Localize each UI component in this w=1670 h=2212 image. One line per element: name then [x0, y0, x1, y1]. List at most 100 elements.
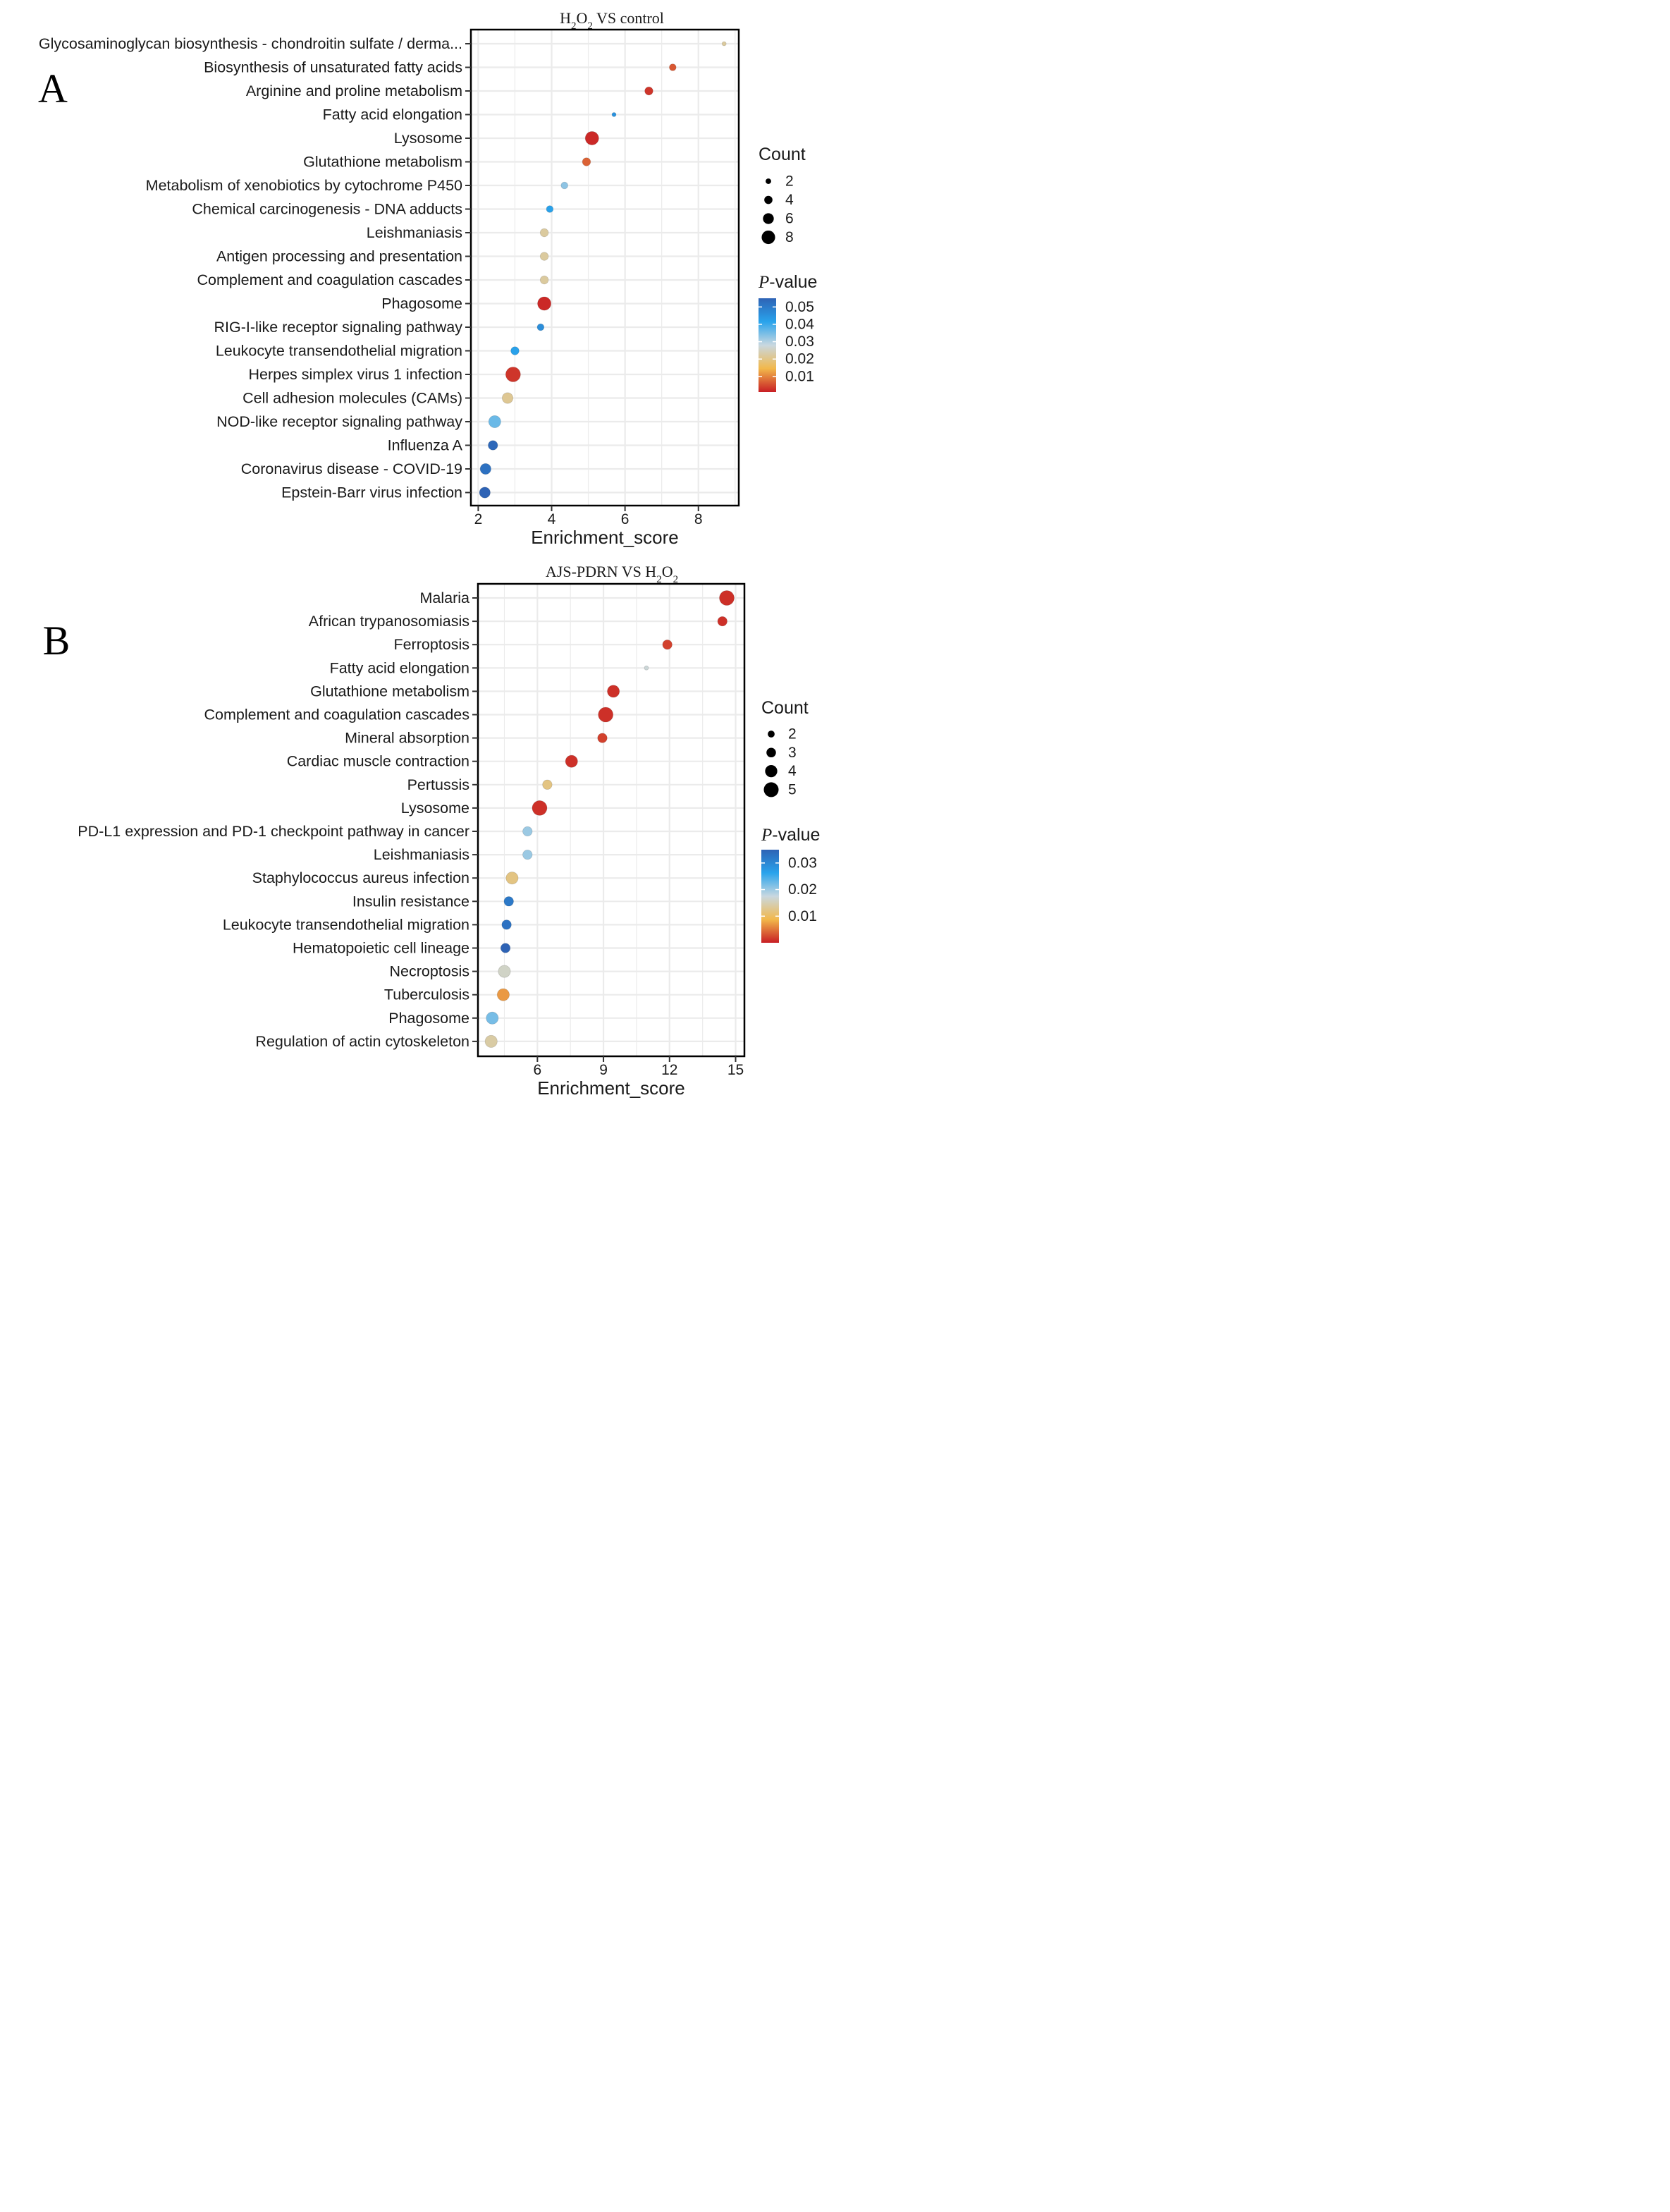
data-points [479, 41, 727, 499]
y-tick-label: Leishmaniasis [374, 846, 469, 863]
x-tick-label: 12 [661, 1062, 677, 1078]
data-point [488, 440, 498, 451]
y-tick-label: Pertussis [407, 776, 469, 793]
size-legend-dot [763, 782, 779, 798]
title-part: H [560, 9, 571, 27]
data-point [719, 590, 735, 606]
size-legend-dot [763, 213, 774, 224]
x-tick-label: 15 [727, 1062, 744, 1078]
y-tick-label: Chemical carcinogenesis - DNA adducts [192, 201, 462, 218]
title-subscript: 2 [571, 20, 577, 32]
y-tick-label: Influenza A [388, 437, 463, 454]
color-legend-title: P-value [761, 825, 820, 845]
data-point [598, 707, 614, 723]
grid [478, 584, 744, 1056]
y-tick-label: Malaria [420, 589, 470, 606]
size-legend-label: 2 [788, 726, 797, 743]
y-tick-label: Mineral absorption [345, 730, 469, 747]
data-point [501, 392, 514, 404]
chart-title: H2O2 VS control [560, 9, 664, 32]
color-bar-label: 0.03 [788, 855, 817, 871]
data-point [501, 919, 512, 930]
data-point [503, 896, 514, 907]
x-tick-label: 8 [694, 511, 703, 527]
y-tick-label: Ferroptosis [393, 636, 469, 653]
title-part: AJS-PDRN VS H [546, 563, 656, 580]
size-legend-dot [761, 230, 775, 245]
color-bar-label: 0.01 [785, 368, 814, 384]
size-legend-label: 2 [785, 173, 794, 190]
size-legend-label: 4 [788, 763, 797, 779]
size-legend-dot [766, 747, 776, 758]
color-bar [759, 298, 776, 392]
data-point [496, 988, 510, 1001]
data-point [486, 1011, 499, 1025]
data-point [644, 86, 653, 96]
y-tick-label: Regulation of actin cytoskeleton [255, 1033, 469, 1050]
size-legend-label: 6 [785, 211, 794, 227]
data-point [539, 252, 549, 261]
y-tick-label: Herpes simplex virus 1 infection [248, 366, 462, 383]
y-tick-label: Hematopoietic cell lineage [293, 940, 469, 957]
y-tick-label: Glycosaminoglycan biosynthesis - chondro… [39, 35, 462, 52]
data-point [542, 779, 553, 790]
size-legend-dot [766, 178, 771, 184]
y-tick-label: Complement and coagulation cascades [204, 707, 469, 723]
size-legend-label: 3 [788, 745, 797, 761]
plot-frame [477, 582, 746, 1058]
y-tick-label: Lysosome [394, 130, 462, 147]
panel-b-chart: Malaria African trypanosomiasis Ferroptosi… [43, 563, 821, 1099]
size-legend-label: 8 [785, 229, 794, 245]
data-point [565, 754, 578, 768]
color-legend: P-value 0.050.04 0.030.020.01 [758, 272, 817, 392]
panel-a-chart: Glycosaminoglycan biosynthesis - chondro… [38, 9, 817, 548]
data-point [611, 112, 617, 117]
y-tick-label: Antigen processing and presentation [216, 248, 462, 265]
size-legend: Count 2 4 6 8 [759, 145, 806, 245]
plot-frame [469, 28, 740, 507]
x-axis-label: Enrichment_score [531, 527, 679, 548]
data-point [488, 415, 501, 429]
y-tick-label: Phagosome [381, 295, 462, 312]
color-bar-label: 0.05 [785, 299, 814, 315]
x-axis-label: Enrichment_score [537, 1077, 685, 1099]
y-tick-label: Glutathione metabolism [310, 683, 469, 699]
color-legend-title-italic: P [758, 273, 769, 292]
y-tick-label: Epstein-Barr virus infection [281, 484, 462, 501]
data-point [539, 275, 549, 285]
color-bar-label: 0.02 [788, 881, 817, 898]
data-point [510, 346, 520, 355]
color-bar [761, 850, 779, 943]
color-legend-title-rest: -value [769, 272, 817, 292]
data-point [539, 228, 549, 238]
size-legend-dot [765, 764, 778, 778]
data-point [644, 665, 649, 671]
title-subscript: 2 [587, 20, 593, 32]
y-tick-label: RIG-I-like receptor signaling pathway [214, 319, 462, 336]
size-legend-title: Count [761, 698, 809, 718]
x-tick-label: 9 [599, 1062, 608, 1078]
data-point [505, 367, 521, 382]
x-tick-label: 6 [621, 511, 630, 527]
data-point [505, 872, 519, 885]
color-bar-label: 0.01 [788, 908, 817, 924]
data-point [607, 685, 620, 698]
data-point [479, 463, 491, 475]
title-subscript: 2 [673, 574, 679, 585]
y-tick-label: PD-L1 expression and PD-1 checkpoint pat… [78, 823, 469, 840]
y-tick-label: Staphylococcus aureus infection [252, 869, 469, 886]
size-legend-dot [764, 195, 773, 204]
title-part: VS control [593, 9, 664, 27]
data-point [500, 943, 511, 953]
data-point [479, 487, 491, 499]
y-tick-label: Leukocyte transendothelial migration [223, 916, 469, 933]
title-part: O [576, 9, 587, 27]
y-tick-label: Lysosome [401, 800, 469, 817]
data-point [522, 849, 533, 860]
title-part: O [662, 563, 673, 580]
y-tick-label: NOD-like receptor signaling pathway [216, 413, 462, 430]
y-tick-label: Cell adhesion molecules (CAMs) [242, 390, 462, 407]
y-tick-label: Tuberculosis [384, 986, 469, 1003]
color-bar-label: 0.02 [785, 351, 814, 367]
